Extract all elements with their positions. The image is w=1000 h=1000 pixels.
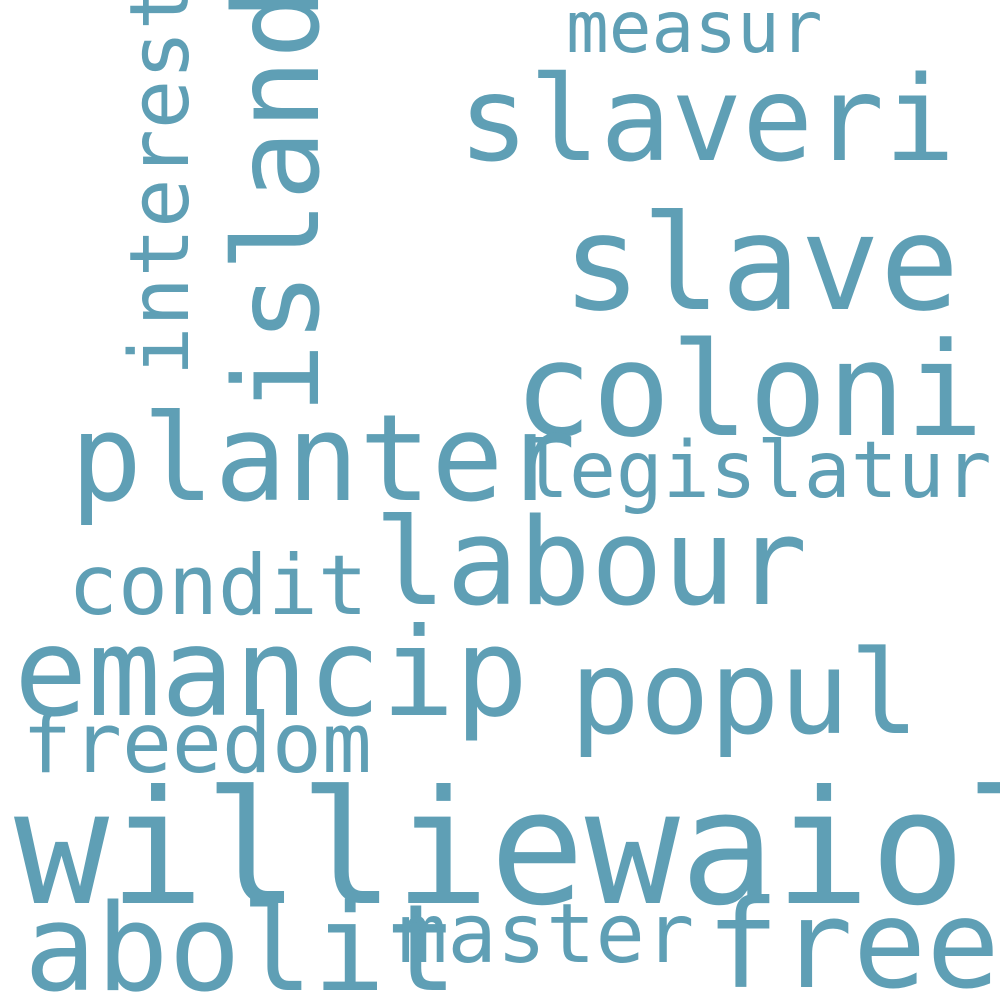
- word-master: master: [398, 887, 695, 982]
- word-slave: slave: [562, 187, 960, 341]
- word-measur: measur: [566, 0, 823, 69]
- word-williewaiola: williewaiola: [14, 757, 1000, 941]
- word-emancip: emancip: [14, 602, 529, 744]
- word-legislatur: legislatur: [522, 426, 992, 516]
- word-island: island: [208, 0, 346, 414]
- word-popul: popul: [570, 626, 920, 761]
- word-abolit: abolit: [24, 880, 458, 1000]
- word-interest: interest: [113, 0, 208, 376]
- word-free: free: [706, 874, 1000, 1000]
- word-coloni: coloni: [514, 314, 984, 466]
- word-freedom: freedom: [22, 695, 372, 792]
- word-condit: condit: [68, 537, 368, 634]
- word-planter: planter: [70, 390, 576, 529]
- word-labour: labour: [374, 494, 808, 633]
- word-slaveri: slaveri: [458, 50, 956, 188]
